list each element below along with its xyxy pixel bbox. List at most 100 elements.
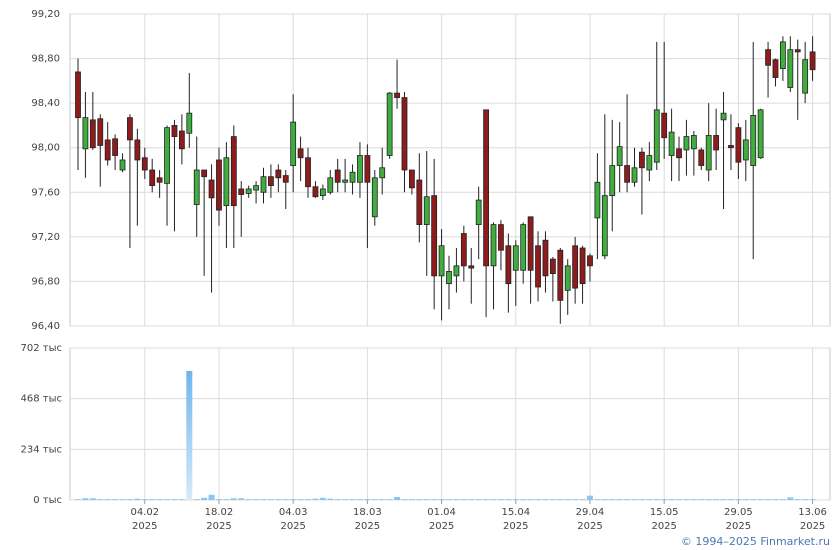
candle-body <box>460 233 467 267</box>
volume-bar <box>646 499 653 500</box>
candle-body <box>772 59 779 78</box>
volume-bar <box>193 499 200 500</box>
candle-body <box>268 176 274 187</box>
copyright: © 1994–2025 Finmarket.ru <box>681 535 830 548</box>
x-tick-year: 2025 <box>503 521 528 532</box>
volume-bar <box>208 494 215 500</box>
x-tick-label: 18.02 <box>205 507 234 518</box>
candle-body <box>193 169 200 205</box>
candle-body <box>453 265 460 277</box>
volume-bar <box>609 499 616 500</box>
candle-body <box>661 112 668 139</box>
candle-body <box>579 247 586 285</box>
candle-body <box>438 245 445 277</box>
x-tick-year: 2025 <box>577 521 602 532</box>
volume-bar <box>742 499 749 500</box>
candle-body <box>490 224 497 267</box>
x-tick-label: 18.03 <box>353 507 382 518</box>
candle-body <box>230 136 237 207</box>
volume-bar <box>171 499 178 500</box>
volume-bar <box>82 498 89 500</box>
candle-body <box>371 177 378 218</box>
volume-bar <box>223 499 230 500</box>
x-tick-year: 2025 <box>651 521 676 532</box>
volume-bar <box>757 499 764 500</box>
volume-bar <box>342 499 349 500</box>
volume-bar <box>89 498 96 500</box>
candle-body <box>787 49 794 88</box>
volume-bar <box>520 499 527 500</box>
candle-body <box>327 177 334 193</box>
volume-bar <box>765 499 772 500</box>
candle-body <box>468 265 475 269</box>
volume-bar <box>260 499 267 500</box>
candle-body <box>475 199 482 225</box>
volume-bar <box>245 499 252 500</box>
candle-body <box>297 148 304 159</box>
x-tick-label: 15.05 <box>650 507 679 518</box>
volume-bar <box>334 499 341 500</box>
y-tick-label: 98,40 <box>31 98 60 109</box>
candle-body <box>720 112 727 121</box>
volume-bar <box>661 499 668 500</box>
candle-body <box>408 169 415 189</box>
volume-bar <box>305 499 312 500</box>
candle-body <box>342 179 349 183</box>
volume-bar <box>371 499 378 500</box>
volume-bar <box>275 499 282 500</box>
volume-bar <box>616 499 623 500</box>
volume-bar <box>312 498 319 500</box>
candle-body <box>275 169 282 179</box>
candle-body <box>520 224 527 271</box>
x-tick-label: 29.05 <box>724 507 753 518</box>
candle-body <box>705 135 712 171</box>
volume-bar <box>579 499 586 500</box>
volume-bar <box>594 499 601 500</box>
volume-bar <box>423 499 430 500</box>
y-tick-label: 97,20 <box>31 232 60 243</box>
candle-body <box>245 188 252 194</box>
candle-body <box>260 176 267 193</box>
candle-body <box>334 169 341 183</box>
volume-bar <box>149 499 156 500</box>
volume-bar <box>408 499 415 500</box>
volume-bar <box>505 499 512 500</box>
x-tick-year: 2025 <box>206 521 231 532</box>
volume-tick-label: 468 тыс <box>21 394 62 405</box>
volume-bar <box>475 499 482 500</box>
candle-body <box>587 255 593 267</box>
volume-tick-label: 234 тыс <box>21 444 62 455</box>
volume-tick-label: 0 тыс <box>33 495 62 506</box>
candle-body <box>780 41 786 70</box>
candle-body <box>112 138 118 156</box>
volume-bar <box>631 499 638 500</box>
volume-bar <box>349 499 356 500</box>
volume-bar <box>97 499 104 500</box>
candle-body <box>750 115 757 166</box>
volume-bar <box>438 499 445 500</box>
volume-bar <box>735 499 742 500</box>
candle-body <box>572 245 579 289</box>
volume-bar <box>802 499 809 500</box>
volume-bar <box>564 499 571 500</box>
volume-bar <box>156 499 163 500</box>
volume-bar <box>542 499 549 500</box>
x-tick-year: 2025 <box>429 521 454 532</box>
volume-bar <box>490 499 497 500</box>
volume-bar <box>624 499 631 500</box>
x-tick-year: 2025 <box>800 521 825 532</box>
candle-body <box>216 159 222 211</box>
candle-body <box>394 92 400 98</box>
candle-body <box>141 157 148 171</box>
y-tick-label: 96,40 <box>31 321 60 332</box>
candle-body <box>646 155 653 171</box>
candle-body <box>171 125 178 137</box>
candle-body <box>164 127 170 184</box>
candle-body <box>802 59 809 94</box>
volume-bar <box>119 499 126 500</box>
volume-bar <box>416 499 423 500</box>
volume-bar <box>201 497 208 500</box>
volume-bar <box>186 370 193 500</box>
candle-body <box>794 49 801 53</box>
candle-body <box>178 130 185 150</box>
